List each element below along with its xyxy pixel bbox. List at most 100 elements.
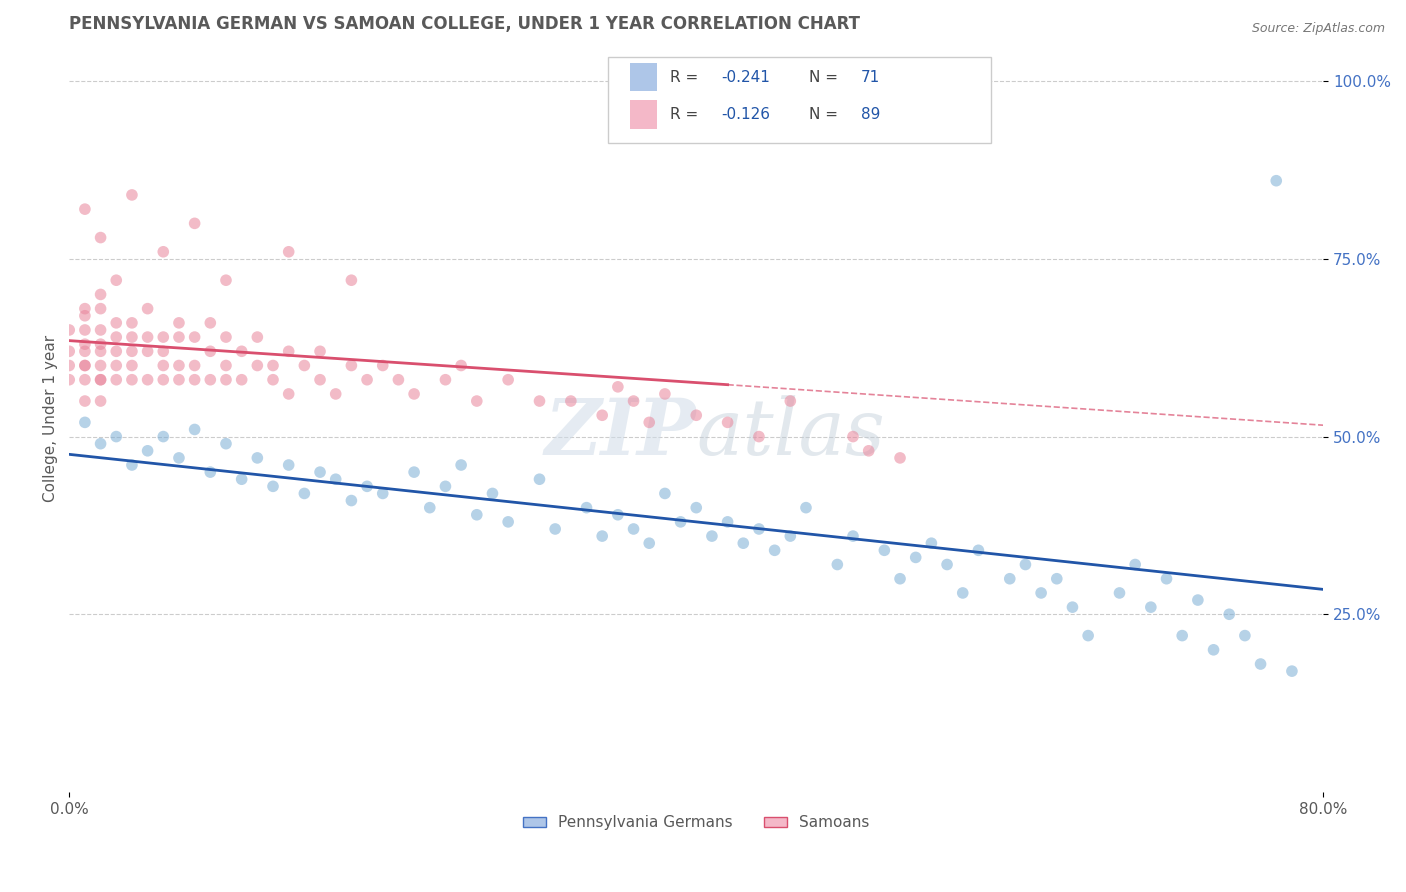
Point	[309, 465, 332, 479]
Point	[309, 344, 332, 359]
Point	[340, 359, 363, 373]
Point	[277, 458, 299, 472]
Point	[794, 500, 817, 515]
Point	[465, 508, 488, 522]
Point	[340, 493, 363, 508]
Point	[73, 359, 96, 373]
Point	[496, 515, 519, 529]
Text: R =: R =	[669, 70, 703, 85]
Point	[717, 515, 740, 529]
Point	[121, 316, 143, 330]
Legend: Pennsylvania Germans, Samoans: Pennsylvania Germans, Samoans	[517, 809, 876, 837]
Point	[356, 479, 378, 493]
Point	[277, 387, 299, 401]
Point	[591, 529, 613, 543]
Point	[152, 244, 174, 259]
Point	[231, 344, 253, 359]
Point	[1062, 600, 1084, 615]
Point	[591, 409, 613, 423]
Point	[246, 450, 269, 465]
Point	[309, 373, 332, 387]
Point	[262, 359, 284, 373]
Point	[73, 301, 96, 316]
Point	[889, 450, 911, 465]
Point	[167, 450, 190, 465]
Point	[1140, 600, 1163, 615]
Point	[544, 522, 567, 536]
Point	[73, 416, 96, 430]
Point	[136, 443, 159, 458]
Point	[105, 330, 128, 344]
Point	[1171, 629, 1194, 643]
Text: R =: R =	[669, 107, 703, 122]
Point	[215, 359, 238, 373]
Point	[748, 429, 770, 443]
Point	[58, 373, 80, 387]
Point	[669, 515, 692, 529]
FancyBboxPatch shape	[630, 62, 658, 91]
Text: -0.241: -0.241	[721, 70, 770, 85]
Point	[167, 359, 190, 373]
Point	[1123, 558, 1146, 572]
Point	[90, 373, 112, 387]
Point	[183, 373, 205, 387]
Point	[638, 416, 661, 430]
Point	[105, 344, 128, 359]
Point	[231, 373, 253, 387]
Point	[90, 287, 112, 301]
Point	[1108, 586, 1130, 600]
Point	[90, 230, 112, 244]
Point	[73, 323, 96, 337]
Point	[152, 373, 174, 387]
Point	[700, 529, 723, 543]
Point	[685, 500, 707, 515]
Point	[1281, 664, 1303, 678]
Point	[246, 330, 269, 344]
Point	[262, 373, 284, 387]
Point	[748, 522, 770, 536]
Point	[465, 394, 488, 409]
Point	[952, 586, 974, 600]
Point	[575, 500, 598, 515]
Point	[215, 373, 238, 387]
Point	[1046, 572, 1069, 586]
Point	[121, 344, 143, 359]
Point	[215, 436, 238, 450]
Text: Source: ZipAtlas.com: Source: ZipAtlas.com	[1251, 22, 1385, 36]
Text: N =: N =	[808, 70, 844, 85]
Point	[340, 273, 363, 287]
Point	[325, 387, 347, 401]
Point	[73, 359, 96, 373]
Y-axis label: College, Under 1 year: College, Under 1 year	[44, 335, 58, 502]
Point	[136, 301, 159, 316]
Point	[105, 359, 128, 373]
Point	[90, 344, 112, 359]
FancyBboxPatch shape	[609, 57, 991, 143]
Point	[136, 330, 159, 344]
Point	[90, 394, 112, 409]
Point	[90, 436, 112, 450]
Point	[419, 500, 441, 515]
Point	[121, 359, 143, 373]
Text: atlas: atlas	[696, 395, 884, 472]
Point	[277, 344, 299, 359]
Text: PENNSYLVANIA GERMAN VS SAMOAN COLLEGE, UNDER 1 YEAR CORRELATION CHART: PENNSYLVANIA GERMAN VS SAMOAN COLLEGE, U…	[69, 15, 860, 33]
Point	[717, 416, 740, 430]
Text: 89: 89	[860, 107, 880, 122]
Point	[1202, 642, 1225, 657]
Point	[638, 536, 661, 550]
Text: 71: 71	[860, 70, 880, 85]
Point	[183, 330, 205, 344]
Point	[685, 409, 707, 423]
Point	[152, 344, 174, 359]
Point	[529, 472, 551, 486]
Point	[858, 443, 880, 458]
Point	[277, 244, 299, 259]
Point	[262, 479, 284, 493]
FancyBboxPatch shape	[630, 100, 658, 128]
Point	[779, 394, 801, 409]
Point	[121, 188, 143, 202]
Point	[90, 359, 112, 373]
Point	[167, 373, 190, 387]
Point	[1187, 593, 1209, 607]
